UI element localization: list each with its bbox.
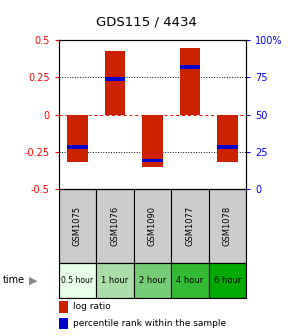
- Text: time: time: [3, 276, 25, 286]
- Bar: [171, 189, 209, 263]
- Text: GSM1075: GSM1075: [73, 206, 82, 246]
- Bar: [142, 159, 163, 162]
- Bar: [59, 318, 68, 329]
- Bar: [180, 48, 200, 115]
- Bar: [134, 263, 171, 298]
- Bar: [180, 65, 200, 69]
- Text: GSM1078: GSM1078: [223, 206, 232, 246]
- Text: GDS115 / 4434: GDS115 / 4434: [96, 15, 197, 28]
- Bar: [209, 263, 246, 298]
- Bar: [59, 301, 68, 312]
- Bar: [59, 263, 96, 298]
- Bar: [209, 189, 246, 263]
- Bar: [96, 263, 134, 298]
- Text: GSM1077: GSM1077: [185, 206, 194, 246]
- Bar: [217, 145, 238, 149]
- Bar: [67, 115, 88, 162]
- Text: GSM1090: GSM1090: [148, 206, 157, 246]
- Bar: [142, 115, 163, 167]
- Text: 6 hour: 6 hour: [214, 276, 241, 285]
- Text: 2 hour: 2 hour: [139, 276, 166, 285]
- Bar: [171, 263, 209, 298]
- Bar: [59, 189, 96, 263]
- Bar: [105, 77, 125, 81]
- Text: 0.5 hour: 0.5 hour: [61, 276, 93, 285]
- Bar: [96, 189, 134, 263]
- Bar: [105, 51, 125, 115]
- Bar: [67, 145, 88, 149]
- Text: GSM1076: GSM1076: [110, 206, 119, 246]
- Bar: [217, 115, 238, 162]
- Text: log ratio: log ratio: [73, 302, 110, 311]
- Bar: [134, 189, 171, 263]
- Text: percentile rank within the sample: percentile rank within the sample: [73, 319, 226, 328]
- Text: ▶: ▶: [29, 276, 38, 286]
- Text: 4 hour: 4 hour: [176, 276, 204, 285]
- Text: 1 hour: 1 hour: [101, 276, 129, 285]
